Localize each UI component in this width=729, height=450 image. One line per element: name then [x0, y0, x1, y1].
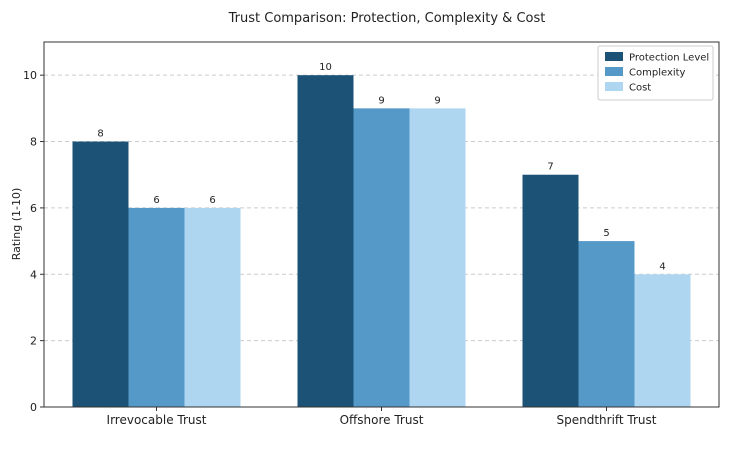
legend: Protection Level Complexity Cost [597, 45, 714, 101]
x-tick-label: Spendthrift Trust [556, 413, 656, 427]
y-tick-label: 10 [23, 69, 37, 82]
bars [72, 75, 691, 407]
legend-label: Cost [629, 83, 651, 94]
bar-protection-level [72, 141, 129, 407]
bar-complexity [128, 207, 185, 407]
bar-value-label: 6 [153, 195, 159, 206]
y-tick-label: 8 [30, 136, 37, 149]
bar-protection-level [297, 75, 354, 407]
bar-value-label: 4 [659, 261, 665, 272]
legend-swatch [605, 67, 623, 76]
bar-cost [184, 207, 241, 407]
bar-value-label: 7 [547, 162, 553, 173]
bar-protection-level [522, 174, 579, 407]
y-axis-label: Rating (1-10) [10, 188, 23, 261]
legend-label: Complexity [629, 68, 686, 79]
bar-value-label: 6 [209, 195, 215, 206]
bar-complexity [578, 241, 635, 407]
y-ticks: 0 2 4 6 8 10 [23, 69, 44, 414]
bar-value-label: 8 [97, 129, 103, 140]
legend-swatch [605, 82, 623, 91]
bar-value-label: 5 [603, 228, 609, 239]
x-ticks: Irrevocable Trust Offshore Trust Spendthri… [107, 407, 657, 427]
data-labels: 8 6 6 10 9 9 7 5 4 [97, 62, 665, 272]
legend-box [597, 45, 714, 101]
bar-cost [409, 108, 466, 407]
x-tick-label: Offshore Trust [340, 413, 424, 427]
bar-complexity [353, 108, 410, 407]
y-tick-label: 2 [30, 335, 37, 348]
chart-title: Trust Comparison: Protection, Complexity… [228, 11, 546, 26]
bar-value-label: 9 [434, 95, 440, 106]
legend-label: Protection Level [629, 53, 709, 64]
y-tick-label: 0 [30, 401, 37, 414]
legend-swatch [605, 52, 623, 61]
bar-value-label: 9 [378, 95, 384, 106]
bar-value-label: 10 [319, 62, 332, 73]
bar-cost [634, 274, 691, 407]
y-tick-label: 6 [30, 202, 37, 215]
x-tick-label: Irrevocable Trust [107, 413, 207, 427]
y-tick-label: 4 [30, 268, 37, 281]
